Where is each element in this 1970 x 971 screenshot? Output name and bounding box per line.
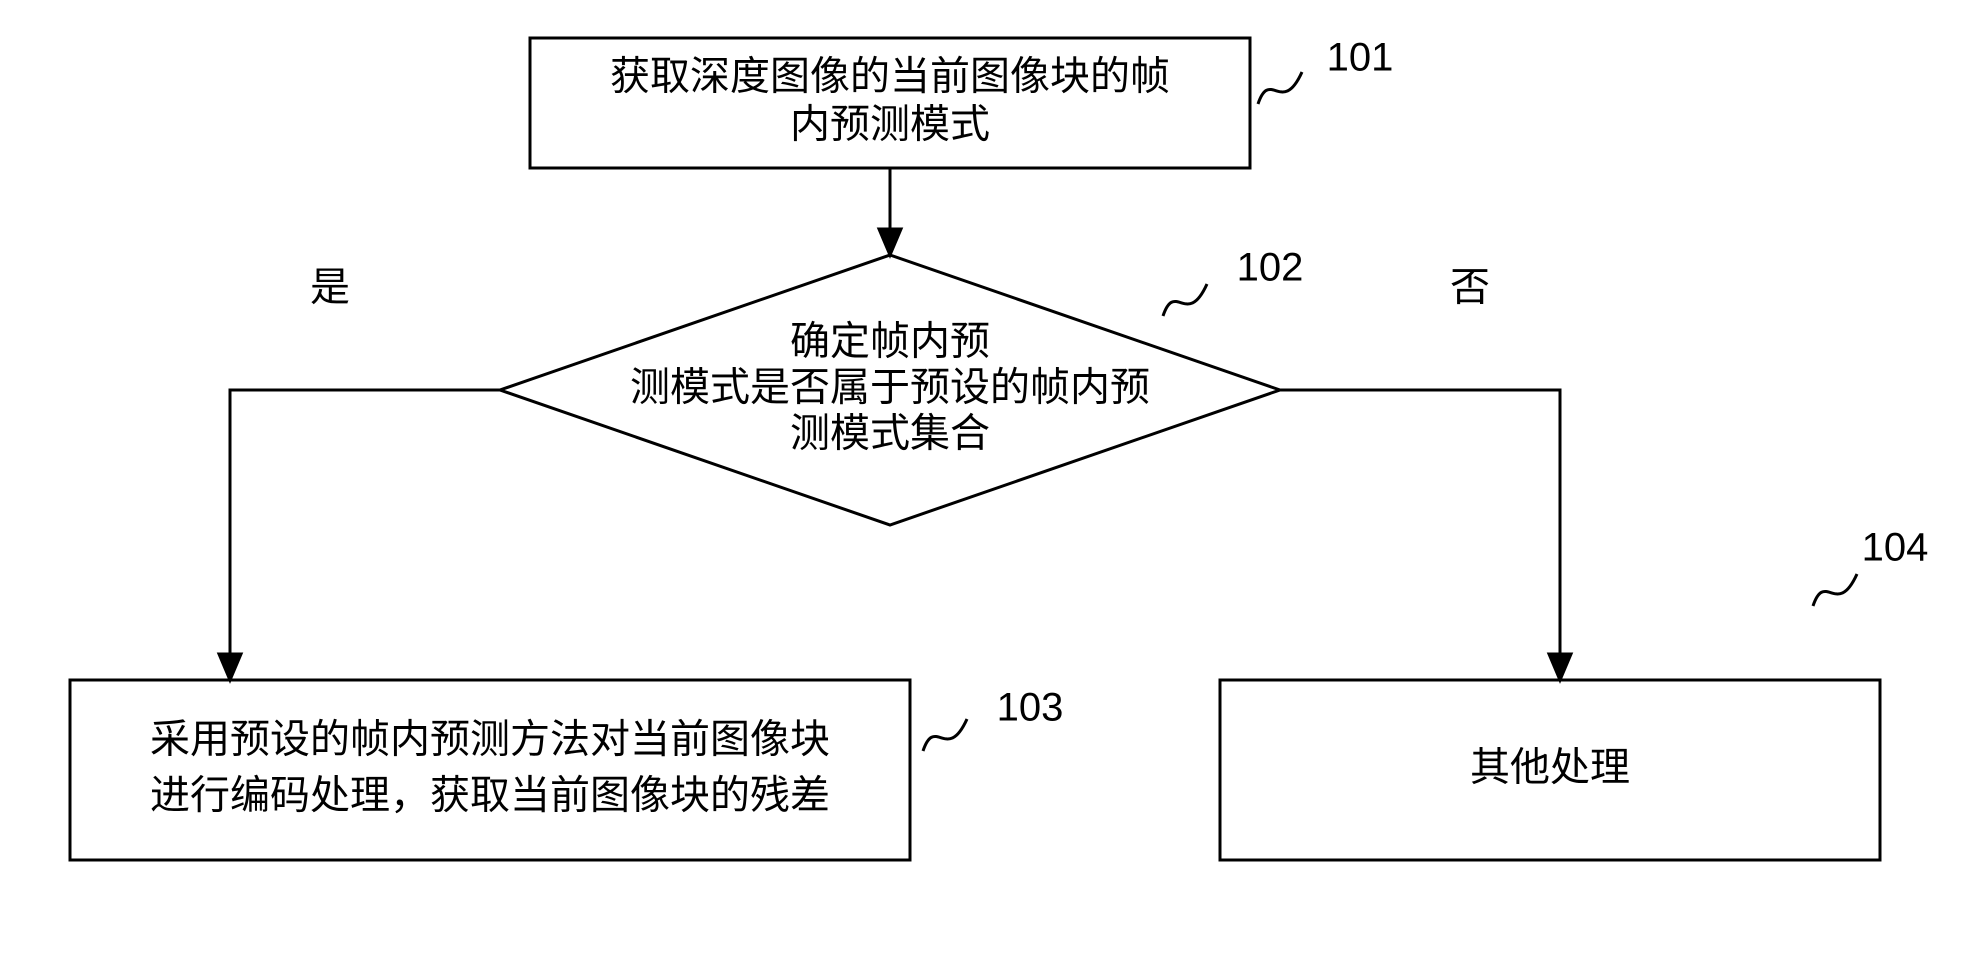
flow-node-text: 采用预设的帧内预测方法对当前图像块 (150, 718, 830, 762)
flow-node-text: 进行编码处理，获取当前图像块的残差 (150, 774, 830, 818)
flow-node-n103 (70, 680, 910, 860)
step-number: 102 (1237, 246, 1304, 290)
flow-node-text: 测模式集合 (790, 412, 990, 456)
flow-node-text: 测模式是否属于预设的帧内预 (630, 366, 1150, 410)
flow-node-text: 其他处理 (1470, 746, 1630, 790)
edge-label: 否 (1450, 266, 1490, 310)
flow-edge (230, 390, 500, 680)
step-number: 104 (1862, 526, 1929, 570)
flow-edge (1280, 390, 1560, 680)
edge-label: 是 (310, 266, 350, 310)
step-number: 101 (1327, 36, 1394, 80)
flow-node-text: 获取深度图像的当前图像块的帧 (610, 55, 1170, 99)
flow-node-text: 内预测模式 (790, 103, 990, 147)
step-number: 103 (997, 686, 1064, 730)
flow-node-text: 确定帧内预 (790, 320, 990, 364)
